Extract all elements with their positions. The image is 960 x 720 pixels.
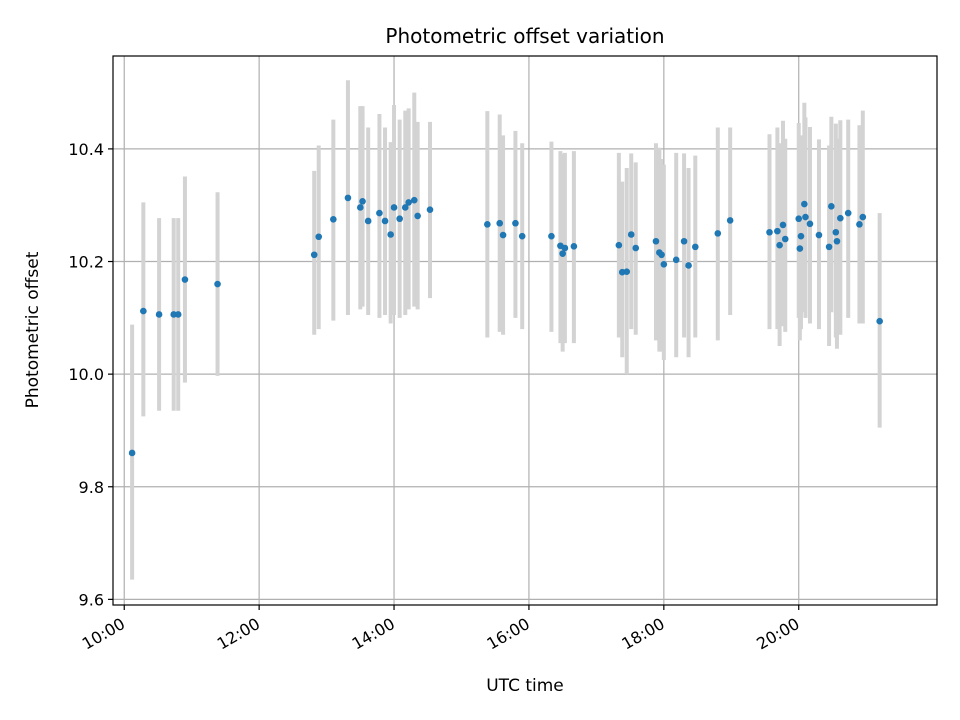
data-point <box>726 217 734 224</box>
y-tick-label: 10.4 <box>68 140 104 159</box>
data-point <box>652 237 660 245</box>
data-point <box>774 227 781 235</box>
data-point <box>559 250 566 257</box>
data-point <box>330 215 337 223</box>
data-point <box>779 221 787 229</box>
data-point <box>627 231 635 238</box>
data-point <box>376 209 383 217</box>
data-point <box>714 230 722 237</box>
data-point <box>396 215 403 223</box>
data-point <box>359 197 366 205</box>
data-point <box>155 311 163 318</box>
data-point <box>214 280 221 288</box>
data-point <box>410 196 418 204</box>
data-point <box>658 251 665 259</box>
data-point <box>801 200 808 208</box>
data-point <box>876 317 883 325</box>
data-point <box>344 194 352 202</box>
data-point <box>499 231 507 239</box>
data-point <box>518 232 526 240</box>
data-point <box>140 307 147 315</box>
y-tick-label: 10.2 <box>68 253 104 272</box>
data-point <box>796 245 804 252</box>
data-point <box>315 233 323 241</box>
data-point <box>561 244 569 252</box>
data-point <box>512 219 519 227</box>
data-point <box>672 256 680 264</box>
data-point <box>623 268 631 275</box>
data-point <box>381 217 389 225</box>
chart-title: Photometric offset variation <box>385 24 664 48</box>
data-point <box>496 219 504 227</box>
data-point <box>364 217 372 225</box>
data-point <box>660 261 668 268</box>
data-point <box>832 228 840 236</box>
data-point <box>802 213 809 221</box>
data-point <box>828 203 835 210</box>
data-point <box>797 232 805 240</box>
data-point <box>181 276 189 283</box>
data-point <box>632 244 640 252</box>
data-point <box>570 243 578 250</box>
data-point <box>405 199 412 206</box>
data-point <box>856 221 863 228</box>
y-tick-label: 9.8 <box>79 478 104 497</box>
data-point <box>387 231 394 238</box>
data-point <box>615 241 623 249</box>
data-point <box>825 243 833 251</box>
data-point <box>844 209 852 217</box>
data-point <box>833 237 841 245</box>
data-point <box>837 214 844 222</box>
data-point <box>815 231 823 239</box>
data-point <box>766 228 773 236</box>
data-point <box>692 243 699 251</box>
y-tick-label: 10.0 <box>68 365 104 384</box>
plot-frame <box>112 55 938 606</box>
x-axis-label: UTC time <box>486 676 564 696</box>
data-point <box>128 449 136 457</box>
data-point <box>414 212 421 220</box>
data-point <box>776 241 783 249</box>
data-points <box>128 194 883 457</box>
data-point <box>795 215 803 223</box>
data-point <box>357 204 364 211</box>
data-point <box>680 237 688 245</box>
data-point <box>548 232 555 240</box>
data-point <box>859 213 867 221</box>
y-tick-label: 9.6 <box>79 590 104 609</box>
data-point <box>781 235 789 243</box>
y-axis-label: Photometric offset <box>23 251 43 408</box>
data-point <box>401 204 409 211</box>
data-point <box>484 221 491 228</box>
data-point <box>685 262 692 269</box>
data-point <box>174 311 182 318</box>
data-point <box>390 204 398 211</box>
data-point <box>426 206 434 214</box>
data-point <box>806 220 814 228</box>
y-axis-ticks: 9.6 9.8 10.0 10.2 10.4 <box>68 140 113 609</box>
data-point <box>310 251 318 259</box>
